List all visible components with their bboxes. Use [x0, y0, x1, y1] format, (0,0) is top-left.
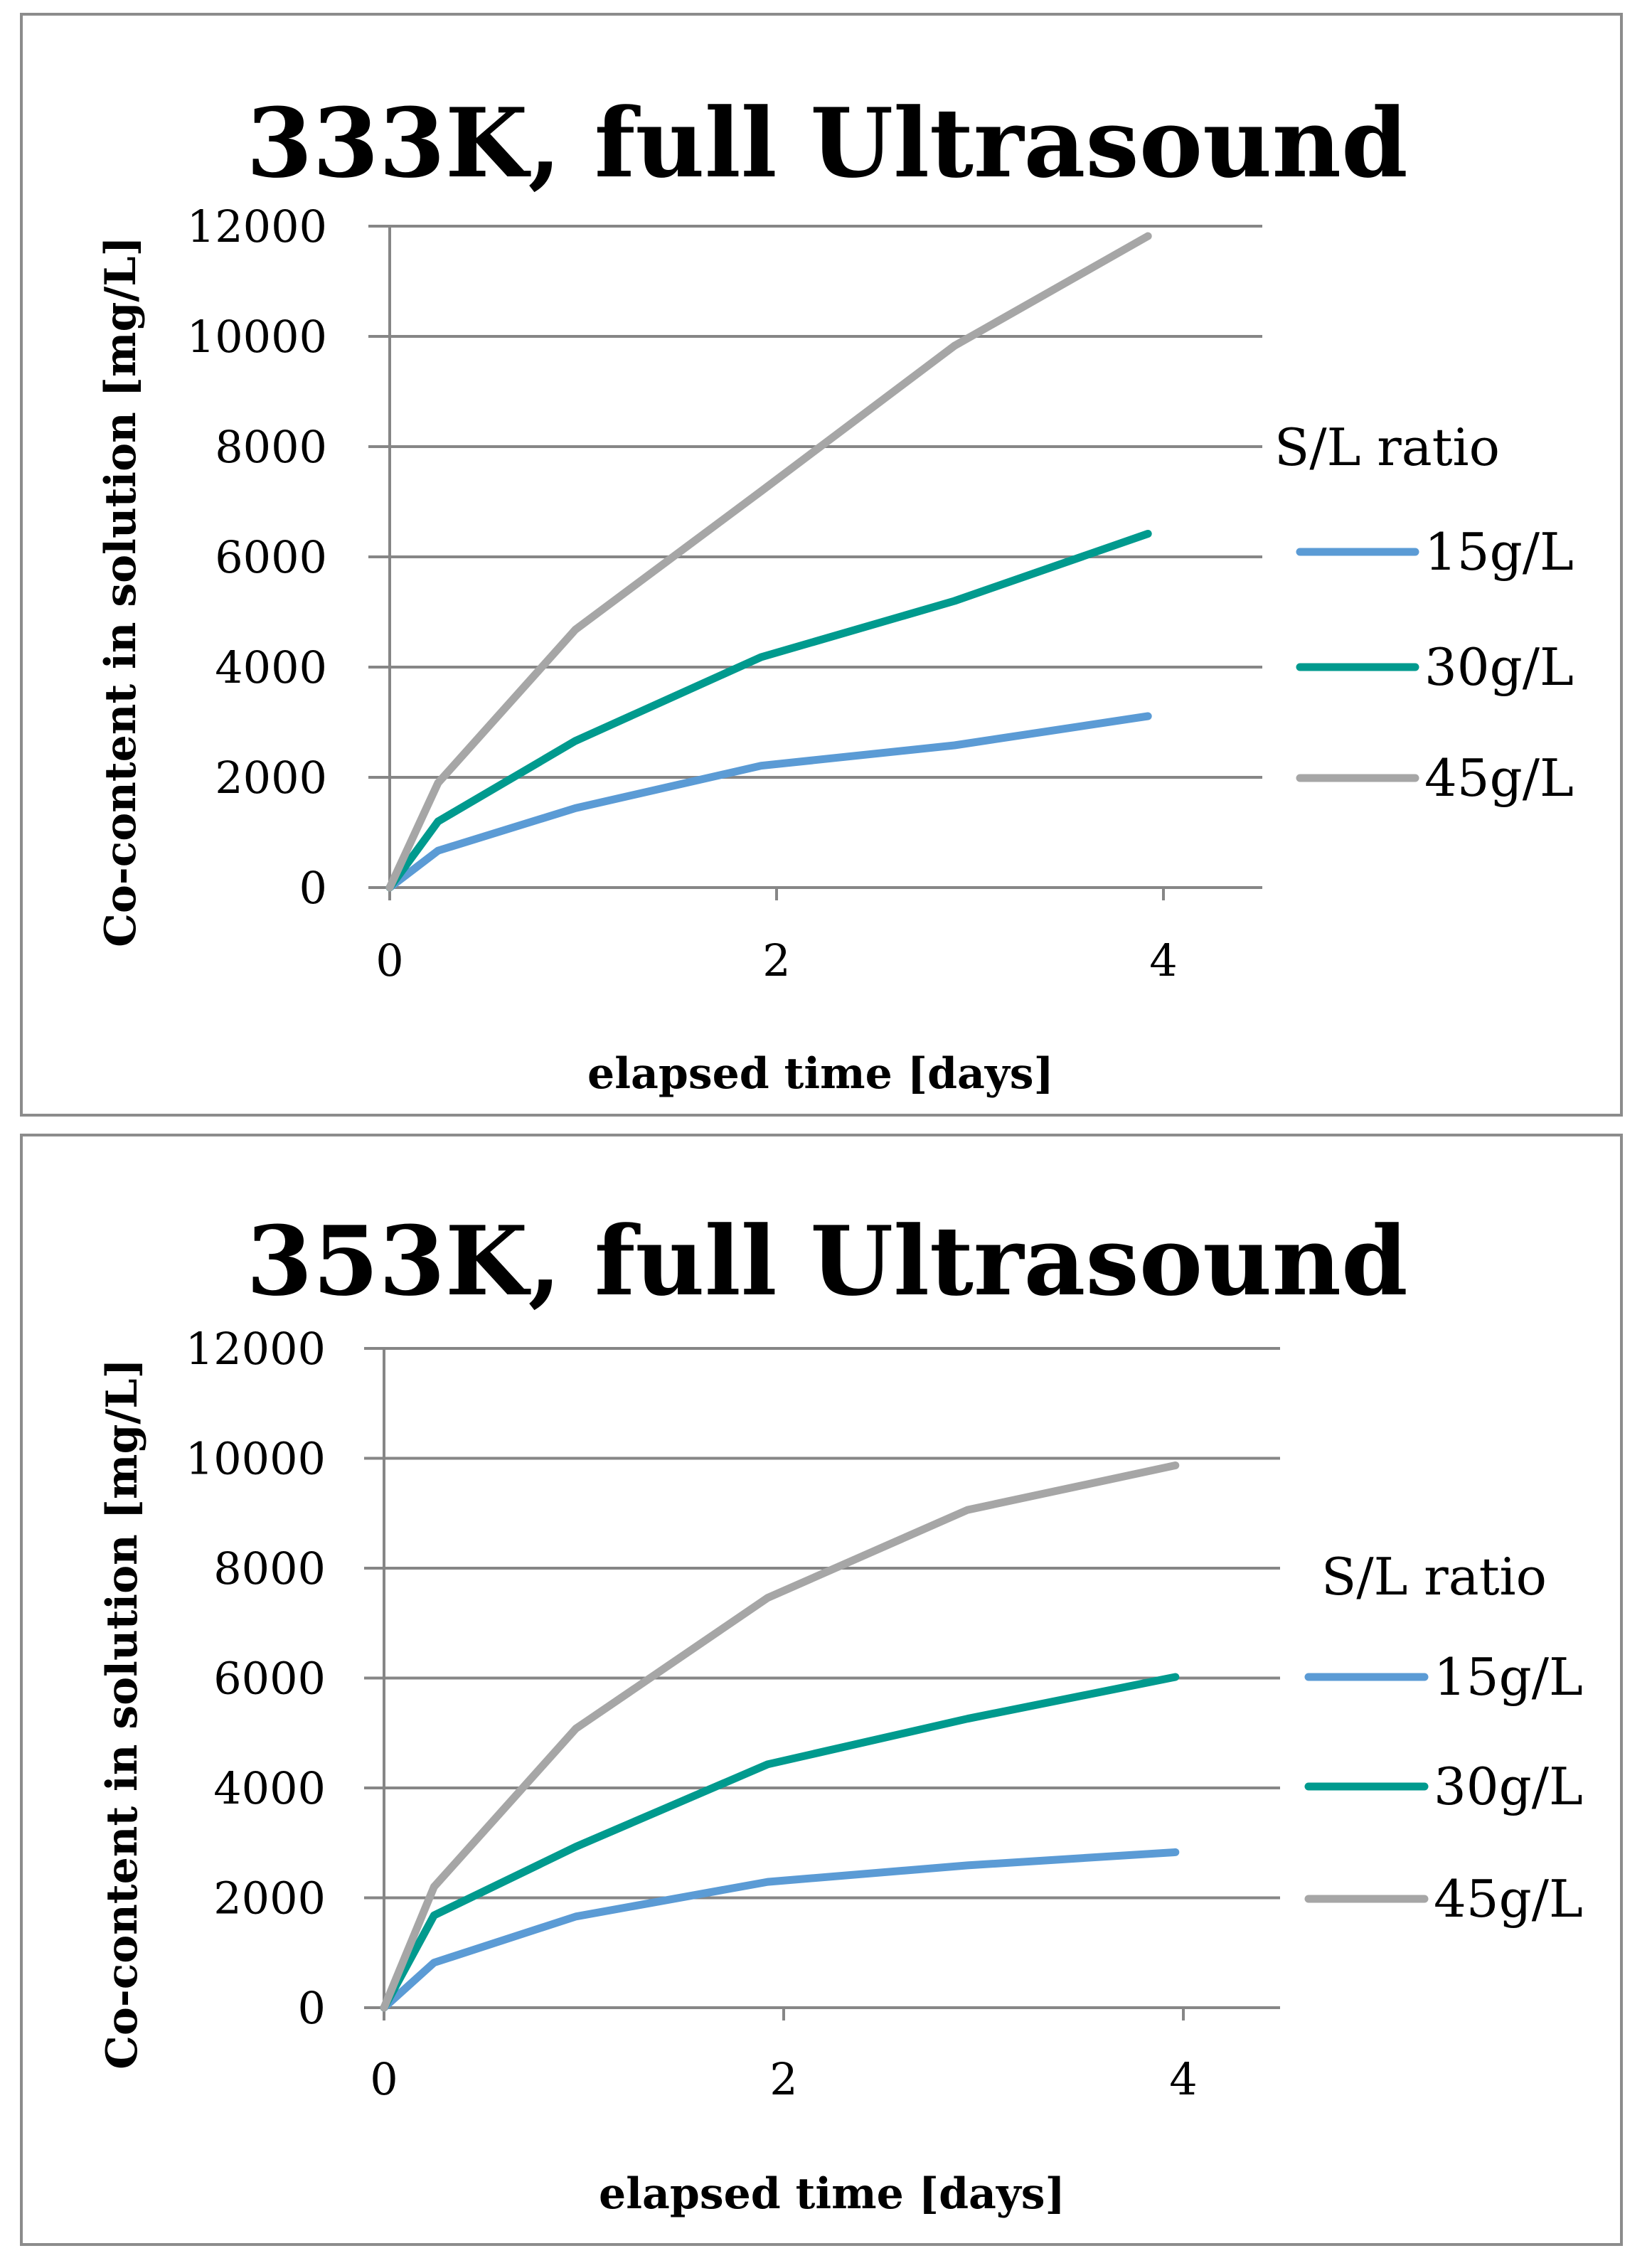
- y-tick-labels: 0 2000 4000 6000 8000 10000 12000: [187, 201, 327, 914]
- chart-panel-333k: 333K, full Ultrasound 0 2000 4000 6000 8000 1…: [20, 13, 1623, 1117]
- x-tick-labels: 0 2 4: [375, 935, 1177, 986]
- legend: S/L ratio 15g/L 30g/L 45g/L: [1274, 417, 1574, 808]
- x-tick-label: 4: [1169, 2053, 1197, 2105]
- y-tick-label: 6000: [215, 531, 327, 583]
- x-axis-label: elapsed time [days]: [587, 1049, 1054, 1099]
- legend-title: S/L ratio: [1321, 1547, 1547, 1607]
- series-line-45g-per-l: [385, 232, 1152, 892]
- series-line-30g-per-l: [385, 530, 1152, 892]
- y-tick-labels: 0 2000 4000 6000 8000 10000 12000: [186, 1323, 326, 2034]
- x-axis-label: elapsed time [days]: [599, 2169, 1065, 2219]
- x-tick-label: 2: [769, 2053, 797, 2105]
- x-tick-label: 4: [1149, 935, 1177, 986]
- y-axis-label: Co-content in solution [mg/L]: [97, 1358, 147, 2070]
- series-line-45g-per-l: [380, 1461, 1180, 2012]
- y-axis-label: Co-content in solution [mg/L]: [96, 236, 146, 947]
- legend-title: S/L ratio: [1274, 417, 1500, 477]
- legend: S/L ratio 15g/L 30g/L 45g/L: [1304, 1547, 1583, 1929]
- legend-label: 45g/L: [1424, 748, 1574, 808]
- chart-title: 353K, full Ultrasound: [246, 1205, 1407, 1317]
- y-tick-label: 4000: [213, 1762, 326, 1814]
- legend-label: 15g/L: [1434, 1647, 1583, 1707]
- y-tick-label: 12000: [187, 201, 327, 252]
- legend-entries: 15g/L 30g/L 45g/L: [1304, 1647, 1583, 1929]
- x-tick-label: 0: [370, 2053, 398, 2105]
- y-tick-label: 6000: [213, 1653, 326, 1705]
- legend-entries: 15g/L 30g/L 45g/L: [1296, 522, 1574, 808]
- y-tick-label: 8000: [213, 1543, 326, 1594]
- y-tick-label: 4000: [215, 641, 327, 693]
- series-lines: [380, 1461, 1180, 2012]
- chart-panel-353k: 353K, full Ultrasound 0 2000 4000 6000 8000 1…: [20, 1134, 1623, 2246]
- series-line-15g-per-l: [380, 1848, 1180, 2012]
- y-tick-label: 10000: [186, 1433, 326, 1485]
- legend-label: 45g/L: [1434, 1869, 1583, 1929]
- x-tick-label: 2: [762, 935, 790, 986]
- y-tick-label: 12000: [186, 1323, 326, 1375]
- chart-title: 333K, full Ultrasound: [246, 87, 1407, 199]
- series-line-15g-per-l: [385, 712, 1152, 892]
- y-tick-label: 2000: [215, 752, 327, 804]
- x-tick-labels: 0 2 4: [370, 2053, 1197, 2105]
- legend-label: 30g/L: [1434, 1757, 1583, 1816]
- series-lines: [385, 232, 1152, 892]
- y-tick-label: 8000: [215, 421, 327, 473]
- x-tick-label: 0: [375, 935, 403, 986]
- series-line-30g-per-l: [380, 1673, 1180, 2012]
- chart-frame: [20, 1134, 1623, 2246]
- chart-frame: [20, 13, 1623, 1117]
- y-tick-label: 0: [299, 862, 327, 914]
- y-tick-label: 2000: [213, 1873, 326, 1924]
- gridlines: [364, 1347, 1280, 2020]
- legend-label: 30g/L: [1424, 637, 1574, 697]
- y-tick-label: 0: [298, 1982, 326, 2034]
- legend-label: 15g/L: [1424, 522, 1574, 582]
- y-tick-label: 10000: [187, 311, 327, 363]
